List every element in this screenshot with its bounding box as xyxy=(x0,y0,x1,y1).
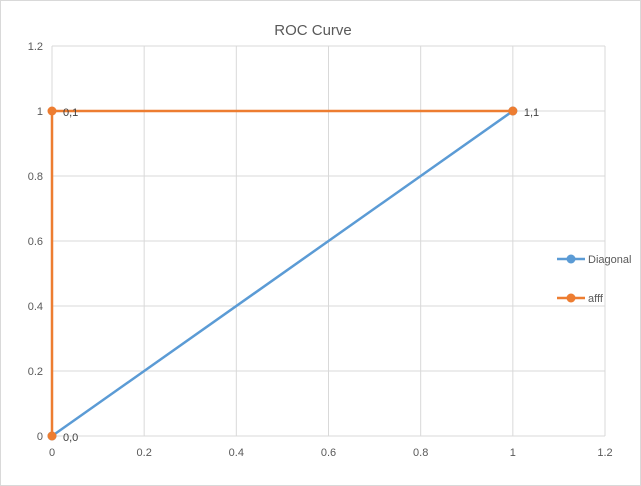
data-point xyxy=(47,106,57,116)
axes: 0 0.2 0.4 0.6 0.8 1 1.2 0 0.2 0.4 0.6 0.8 1 1.2 xyxy=(28,41,613,459)
x-tick-label: 0.6 xyxy=(321,447,336,459)
y-tick-label: 0 xyxy=(37,431,43,443)
legend-label: Diagonal xyxy=(588,254,631,266)
data-labels: 0,0 0,1 1,1 xyxy=(63,107,539,444)
x-tick-label: 1 xyxy=(510,447,516,459)
legend-marker xyxy=(566,254,576,264)
x-tick-label: 0 xyxy=(49,447,55,459)
x-tick-label: 0.8 xyxy=(413,447,428,459)
series-layer xyxy=(47,106,518,441)
data-point xyxy=(508,106,518,116)
y-tick-label: 1.2 xyxy=(28,41,43,53)
series-line-diagonal xyxy=(51,109,514,438)
data-label: 0,1 xyxy=(63,107,78,119)
y-tick-label: 0.2 xyxy=(28,366,43,378)
x-tick-label: 0.2 xyxy=(137,447,152,459)
data-label: 0,0 xyxy=(63,432,78,444)
chart-title: ROC Curve xyxy=(274,22,352,39)
legend-label: afff xyxy=(588,293,604,305)
y-tick-label: 1 xyxy=(37,106,43,118)
y-tick-label: 0.4 xyxy=(28,301,43,313)
data-point xyxy=(47,431,57,441)
x-tick-label: 0.4 xyxy=(229,447,244,459)
y-tick-label: 0.8 xyxy=(28,171,43,183)
legend: Diagonal afff xyxy=(557,254,631,305)
x-tick-label: 1.2 xyxy=(597,447,612,459)
data-label: 1,1 xyxy=(524,107,539,119)
legend-marker xyxy=(566,293,576,303)
y-tick-label: 0.6 xyxy=(28,236,43,248)
